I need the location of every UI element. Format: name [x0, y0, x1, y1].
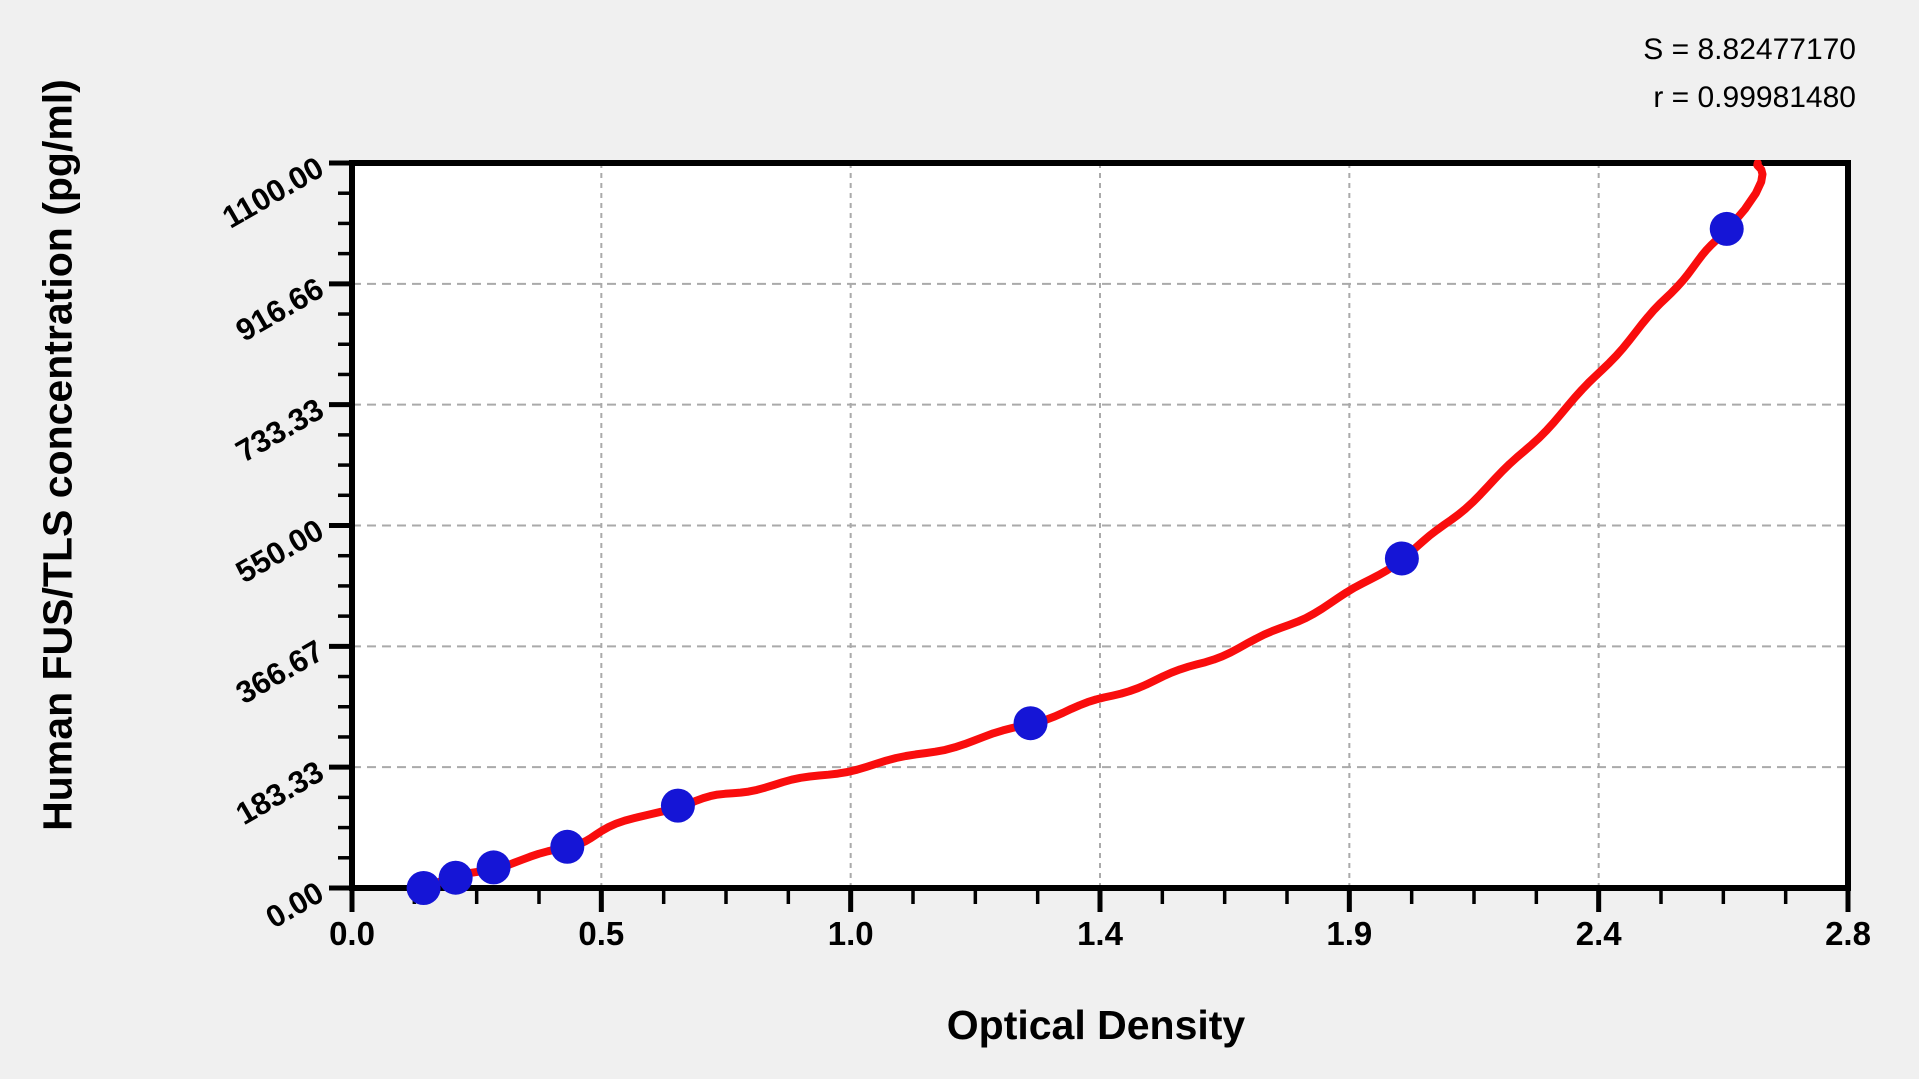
data-point	[660, 788, 695, 823]
y-tick-label: 183.33	[230, 754, 330, 832]
data-point	[1013, 706, 1048, 741]
y-tick-label: 733.33	[230, 391, 330, 469]
x-tick-label: 1.0	[828, 915, 874, 952]
data-point	[406, 871, 441, 905]
y-tick-label: 916.66	[230, 271, 330, 349]
x-tick-label: 0.0	[329, 915, 375, 952]
data-point	[1384, 541, 1419, 576]
fit-statistics: S = 8.82477170 r = 0.99981480	[1643, 26, 1856, 122]
data-point	[438, 860, 473, 895]
data-point	[550, 829, 585, 864]
y-axis-title: Human FUS/TLS concentration (pg/ml)	[34, 79, 81, 831]
x-tick-label: 0.5	[578, 915, 624, 952]
x-tick-label: 2.8	[1825, 915, 1871, 952]
y-tick-label: 550.00	[230, 512, 330, 590]
y-tick-label: 0.00	[260, 875, 330, 935]
y-tick-label: 1100.00	[216, 150, 329, 235]
x-tick-label: 1.4	[1077, 915, 1124, 952]
x-tick-label: 2.4	[1576, 915, 1623, 952]
fit-r-value: r = 0.99981480	[1653, 81, 1856, 114]
fit-s-value: S = 8.82477170	[1643, 33, 1856, 66]
data-point	[476, 850, 511, 885]
data-point	[1709, 211, 1744, 246]
y-tick-label: 366.67	[230, 633, 330, 711]
plot-frame	[349, 160, 1851, 891]
x-tick-label: 1.9	[1326, 915, 1372, 952]
fit-curve	[411, 160, 1767, 891]
x-axis-title: Optical Density	[946, 1002, 1246, 1048]
